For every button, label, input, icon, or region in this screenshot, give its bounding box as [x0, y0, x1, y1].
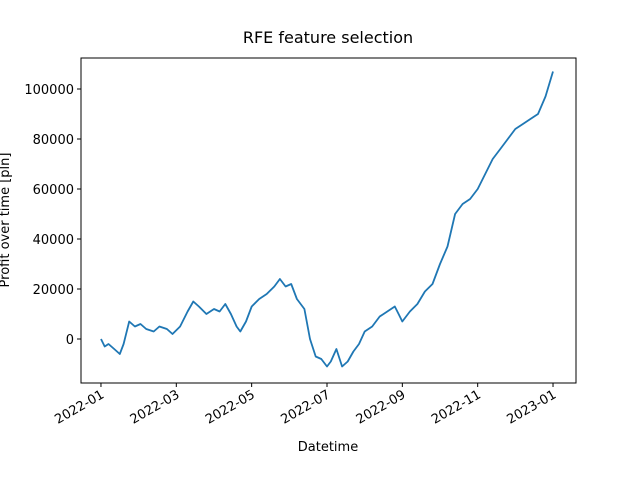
y-tick-label: 80000 [33, 133, 74, 148]
x-tick-label: 2022-03 [128, 387, 183, 427]
y-tick-label: 60000 [33, 183, 74, 198]
plot-frame [80, 57, 577, 384]
y-tick-label: 100000 [24, 83, 74, 98]
x-axis-label: Datetime [298, 440, 358, 455]
x-tick-label: 2022-11 [429, 387, 484, 427]
x-tick-label: 2022-07 [278, 387, 333, 427]
y-axis-label: Profit over time [pln] [0, 153, 13, 288]
x-tick-label: 2022-09 [354, 387, 409, 427]
y-tick-label: 20000 [33, 283, 74, 298]
chart-title: RFE feature selection [243, 28, 413, 47]
x-tick-label: 2022-05 [203, 387, 258, 427]
data-line [100, 71, 554, 368]
x-tick-label: 2022-01 [52, 387, 107, 427]
y-tick-label: 0 [66, 333, 74, 348]
y-tick-label: 40000 [33, 233, 74, 248]
x-tick-label: 2023-01 [504, 387, 559, 427]
